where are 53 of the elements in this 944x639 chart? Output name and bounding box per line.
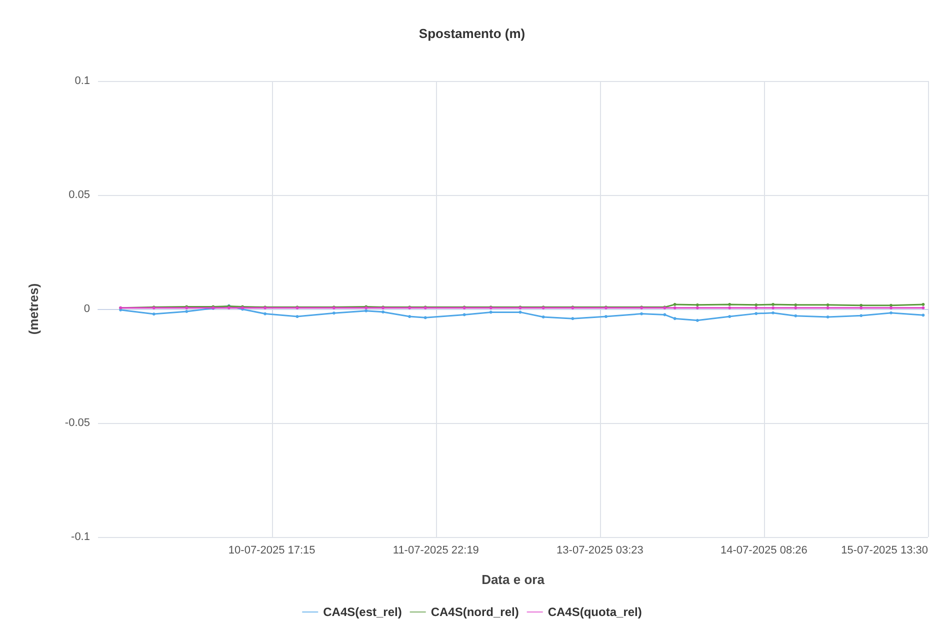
point xyxy=(696,306,699,310)
point xyxy=(794,303,798,306)
point xyxy=(462,313,466,316)
point xyxy=(673,302,676,306)
point xyxy=(264,312,267,316)
point xyxy=(728,302,732,306)
point xyxy=(922,314,925,317)
chart-title: Spostamento (m) xyxy=(418,26,526,41)
point xyxy=(890,311,893,314)
point xyxy=(696,318,699,322)
x-tick-label: 13-07-2025 03:23 xyxy=(556,544,644,556)
point xyxy=(922,302,925,306)
point xyxy=(890,306,893,310)
y-tick-label: 0 xyxy=(84,303,90,315)
point xyxy=(673,306,676,310)
point xyxy=(754,303,758,306)
point xyxy=(754,306,758,310)
y-tick-label: 0.05 xyxy=(68,189,90,201)
point xyxy=(518,310,522,314)
point xyxy=(754,312,758,316)
legend-label: CA4S(quota_rel) xyxy=(548,605,642,619)
point xyxy=(860,314,863,318)
point xyxy=(772,302,775,306)
point xyxy=(728,306,732,310)
point xyxy=(826,306,830,310)
point xyxy=(673,317,676,320)
legend-label: CA4S(nord_rel) xyxy=(430,605,519,619)
point xyxy=(922,306,925,310)
point xyxy=(424,316,427,320)
x-axis-title: Data e ora xyxy=(482,572,546,587)
y-tick-label: -0.1 xyxy=(71,531,90,543)
y-axis-title: (metres) xyxy=(26,283,41,335)
point xyxy=(640,312,644,316)
point xyxy=(860,306,863,310)
point xyxy=(332,312,336,315)
y-tick-label: -0.05 xyxy=(64,417,90,429)
point xyxy=(489,310,492,314)
x-tick-label: 11-07-2025 22:19 xyxy=(392,544,479,556)
point xyxy=(364,309,368,312)
point xyxy=(663,313,666,316)
x-tick-label: 10-07-2025 17:15 xyxy=(228,544,316,556)
point xyxy=(571,317,574,320)
point xyxy=(772,306,775,310)
point xyxy=(296,315,299,318)
x-tick-label: 15-07-2025 13:30 xyxy=(841,544,928,556)
point xyxy=(794,314,798,318)
point xyxy=(696,303,699,306)
legend-label: CA4S(est_rel) xyxy=(323,605,402,619)
x-tick-label: 14-07-2025 08:26 xyxy=(720,544,808,556)
point xyxy=(794,306,798,310)
point xyxy=(826,303,830,306)
y-tick-label: 0.1 xyxy=(74,75,90,87)
point xyxy=(772,311,775,314)
